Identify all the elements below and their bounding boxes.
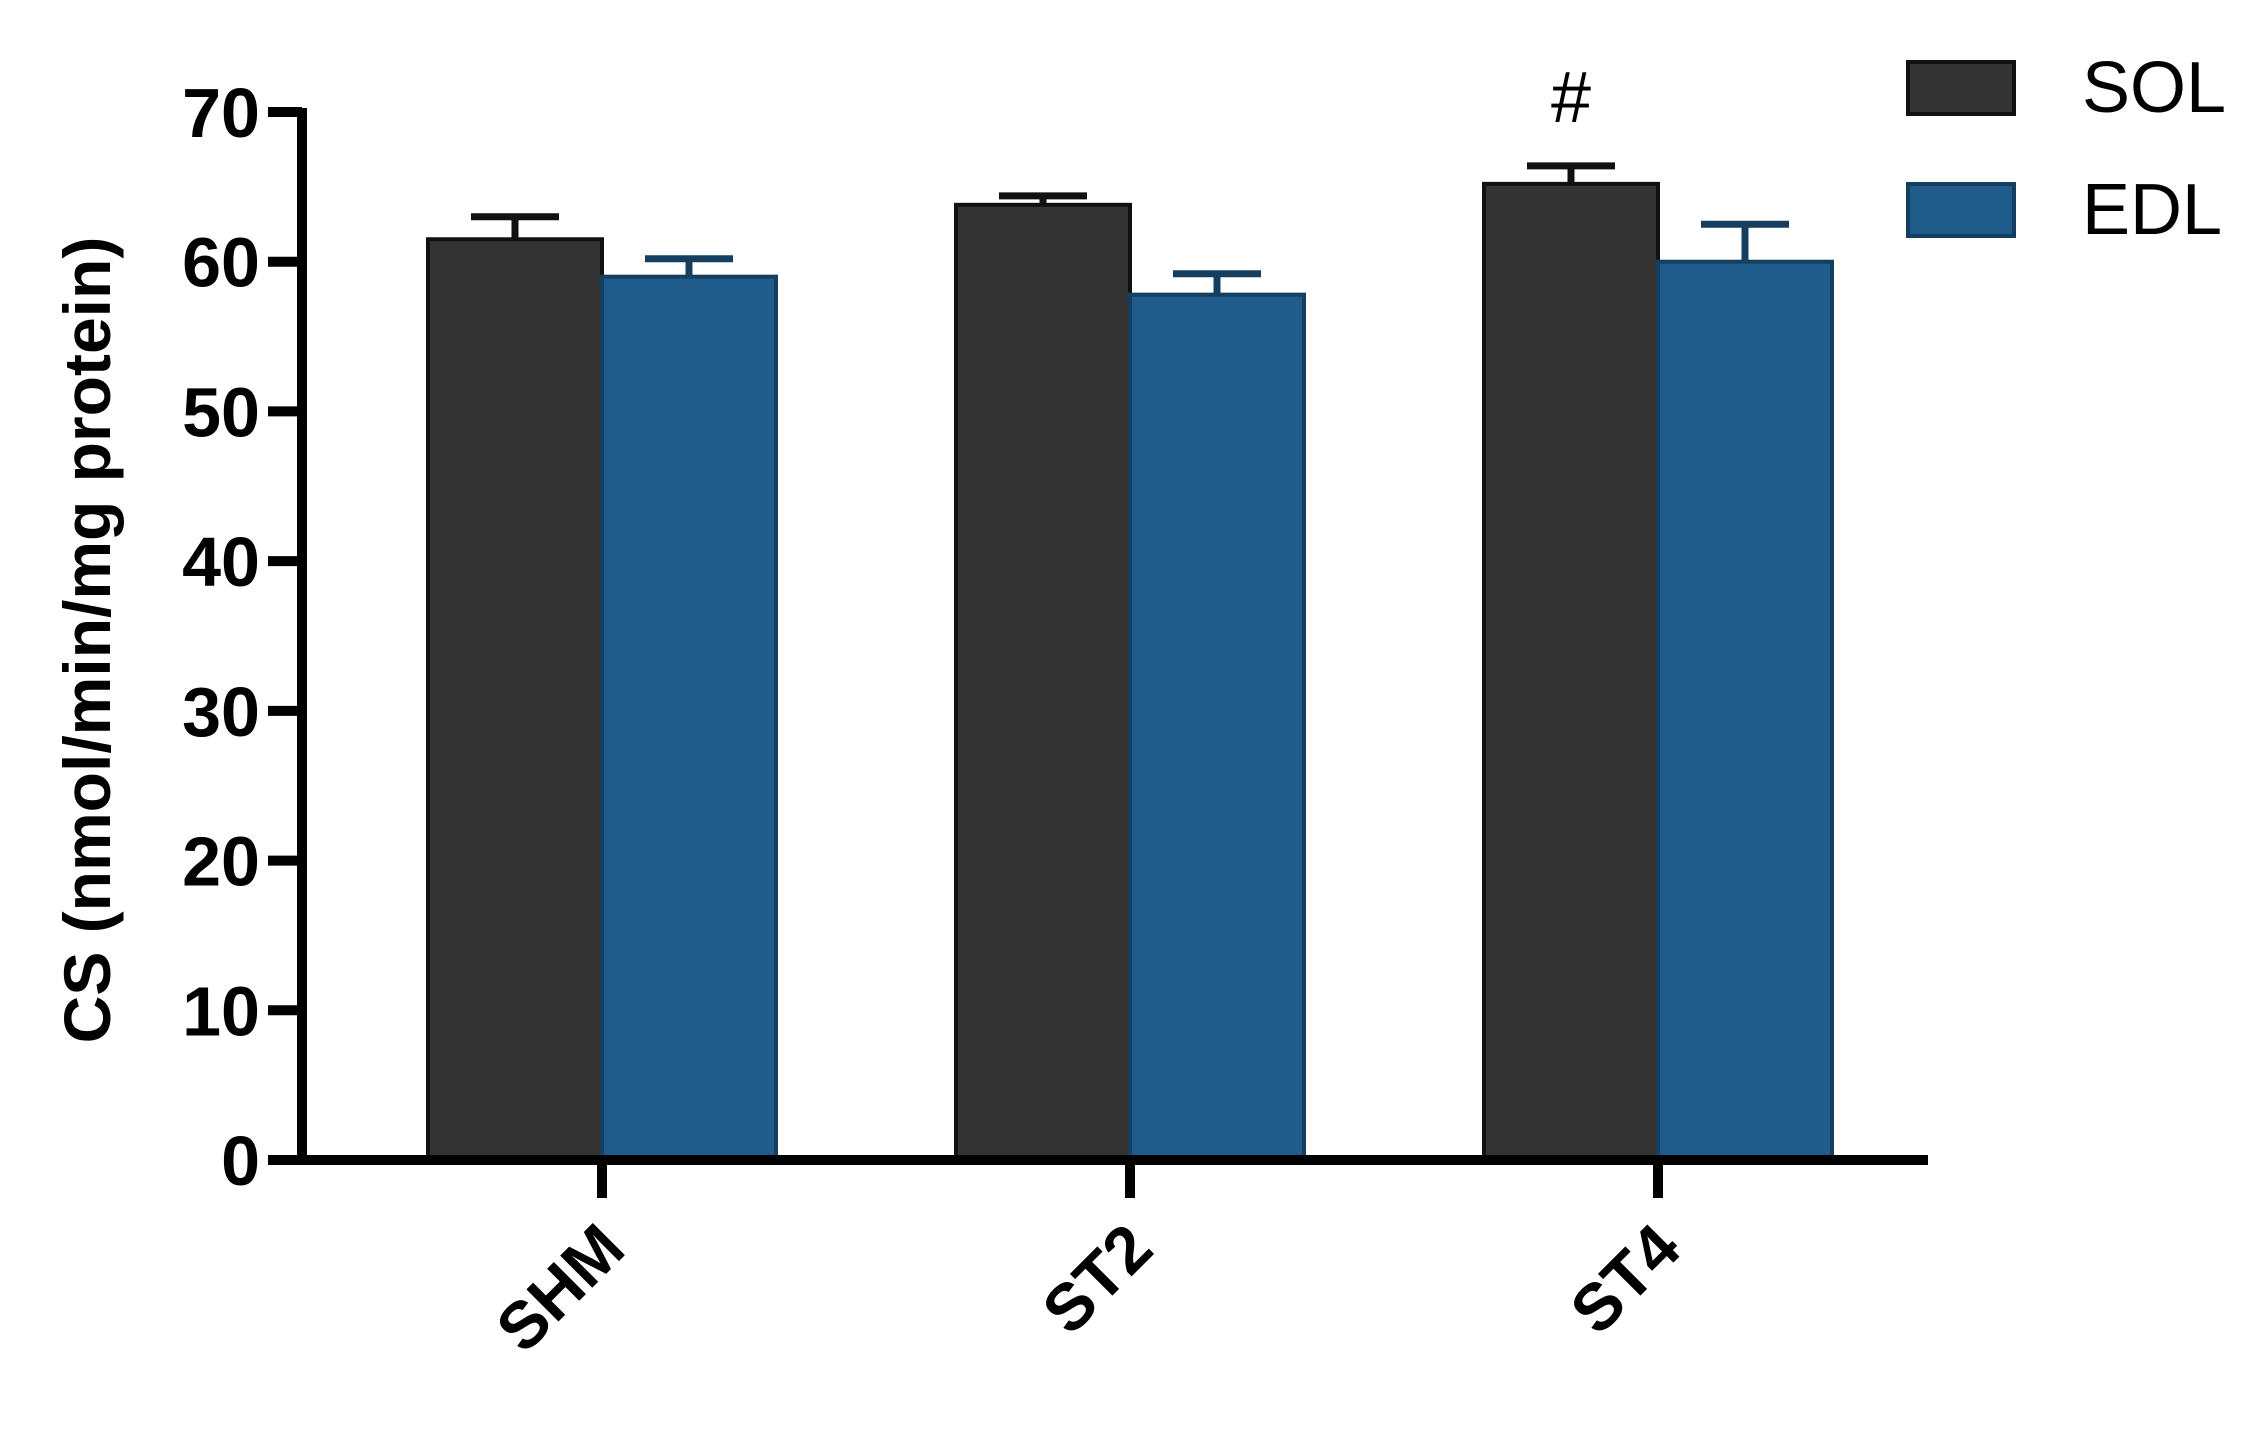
- axes-layer: [268, 107, 1928, 1198]
- error-bar-sol-st4: [1527, 162, 1615, 184]
- error-bar-edl-st4: [1701, 220, 1789, 262]
- bar-edl-st2: [1128, 292, 1306, 1162]
- y-tick-label: 0: [221, 1122, 260, 1200]
- error-bar-edl-st2: [1173, 270, 1261, 295]
- bar-sol-st4: [1482, 181, 1660, 1162]
- y-tick-label: 40: [182, 523, 260, 601]
- significance-marker: #: [1551, 58, 1591, 138]
- legend-swatch: [1906, 60, 2016, 116]
- bar-edl-st4: [1656, 259, 1834, 1162]
- legend-label: EDL: [2082, 170, 2222, 250]
- error-bars-layer: [471, 162, 1789, 295]
- y-tick-label: 70: [182, 74, 260, 152]
- legend: SOL EDL: [1906, 48, 2226, 250]
- y-tick-label: 30: [182, 673, 260, 751]
- bar-sol-shm: [426, 237, 604, 1162]
- x-category-label: ST4: [1556, 1209, 1694, 1347]
- legend-item-sol: SOL: [1906, 48, 2226, 128]
- error-bar-sol-shm: [471, 213, 559, 240]
- y-axis-title: CS (nmol/min/mg protein): [50, 237, 124, 1044]
- x-category-label: SHM: [482, 1210, 638, 1366]
- labels-layer: 0 10 20 30 40 50 60 70 SHM ST2 ST4 #: [182, 58, 1694, 1366]
- x-category-label: ST2: [1028, 1210, 1166, 1348]
- error-bar-sol-st2: [999, 192, 1087, 205]
- error-bar-edl-shm: [645, 255, 733, 277]
- y-tick-label: 60: [182, 224, 260, 302]
- y-tick-label: 20: [182, 823, 260, 901]
- y-tick-label: 10: [182, 972, 260, 1050]
- legend-swatch: [1906, 182, 2016, 238]
- y-tick-label: 50: [182, 373, 260, 451]
- legend-label: SOL: [2082, 48, 2226, 128]
- legend-item-edl: EDL: [1906, 170, 2222, 250]
- bars-layer: [426, 181, 1834, 1162]
- bar-edl-shm: [600, 274, 778, 1162]
- bar-sol-st2: [954, 202, 1132, 1162]
